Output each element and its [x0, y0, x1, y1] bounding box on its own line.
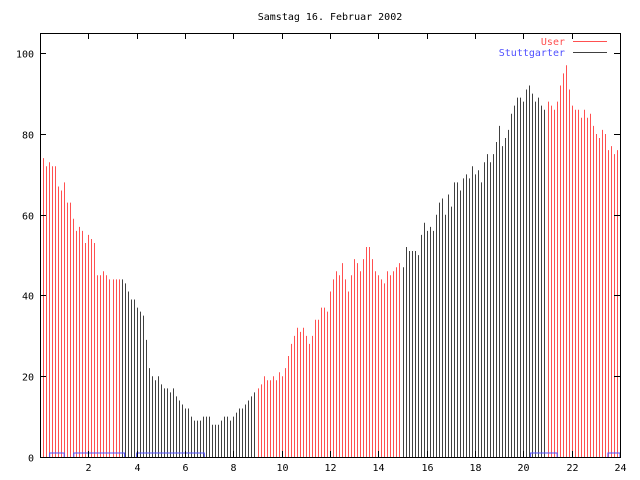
baseline-segment	[73, 452, 126, 457]
x-tick-label: 4	[134, 463, 140, 474]
x-tick-label: 16	[421, 463, 433, 474]
legend-label: User	[541, 37, 565, 48]
x-tick-label: 12	[324, 463, 336, 474]
y-tick-label: 80	[22, 131, 34, 142]
baseline-segment	[607, 452, 621, 457]
y-tick-label: 100	[16, 50, 34, 61]
chart-title: Samstag 16. Februar 2002	[258, 12, 403, 23]
baseline-segment	[136, 452, 205, 457]
x-tick-label: 10	[276, 463, 288, 474]
x-tick-label: 24	[614, 463, 626, 474]
baseline-lines	[49, 452, 621, 457]
baseline-segment	[530, 452, 558, 457]
y-tick-label: 40	[22, 292, 34, 303]
y-tick-label: 20	[22, 373, 34, 384]
legend-label: Stuttgarter	[499, 48, 565, 59]
y-tick-label: 0	[28, 454, 34, 465]
x-tick-label: 20	[517, 463, 529, 474]
bars	[40, 65, 618, 457]
y-tick-label: 60	[22, 212, 34, 223]
x-tick-label: 2	[85, 463, 91, 474]
baseline-segment	[49, 452, 65, 457]
x-tick-label: 8	[230, 463, 236, 474]
x-tick-label: 14	[372, 463, 384, 474]
x-tick-label: 18	[469, 463, 481, 474]
x-tick-label: 22	[566, 463, 578, 474]
x-tick-label: 6	[182, 463, 188, 474]
